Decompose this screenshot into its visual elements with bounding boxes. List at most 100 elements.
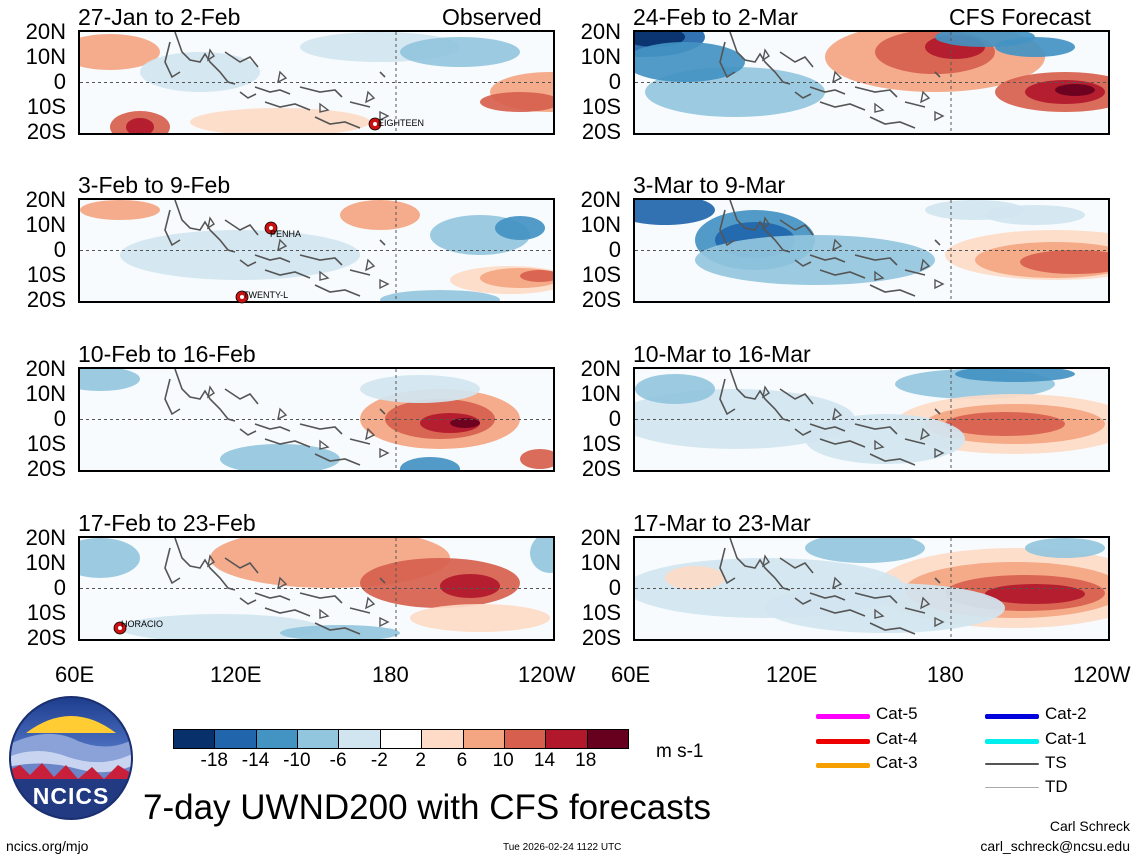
map-panel-forecast-4 xyxy=(633,536,1110,641)
lat-label: 10N xyxy=(25,550,66,575)
lat-label: 10S xyxy=(26,94,66,119)
lon-label-60e-left: 60E xyxy=(55,662,95,687)
legend-label-cat-2: Cat-2 xyxy=(1045,704,1087,723)
map-panel-observed-2 xyxy=(78,198,555,303)
panel-title-4: 17-Feb to 23-Feb xyxy=(78,510,256,536)
lat-label: 10N xyxy=(25,212,66,237)
field-contour xyxy=(380,290,500,301)
lon-label-120e-left: 120E xyxy=(210,662,262,687)
lat-label: 20S xyxy=(26,287,66,312)
field-shading xyxy=(80,369,553,470)
field-contour xyxy=(400,37,520,67)
lat-label: 20N xyxy=(25,525,66,550)
lat-label: 20S xyxy=(26,625,66,650)
colorbar-tick-label: 6 xyxy=(456,750,468,771)
panel-title-2: 3-Feb to 9-Feb xyxy=(78,172,231,198)
field-contour xyxy=(410,604,550,632)
field-shading xyxy=(80,538,553,639)
colorbar-swatch xyxy=(587,730,628,748)
islands xyxy=(761,48,945,122)
field-shading xyxy=(635,538,1108,639)
field-contour xyxy=(80,34,160,70)
legend-label-cat-4: Cat-4 xyxy=(876,729,918,748)
colorbar-swatch xyxy=(256,730,299,748)
field-contour xyxy=(665,566,725,590)
map-panel-forecast-1 xyxy=(633,30,1110,135)
lat-label: 0 xyxy=(53,575,66,600)
colorbar-swatch xyxy=(463,730,505,748)
legend-line-cat-1 xyxy=(985,739,1039,744)
logo-text: NCICS xyxy=(32,783,110,809)
map-panel-forecast-2 xyxy=(633,198,1110,303)
field-contour xyxy=(440,574,500,598)
colorbar-tick-label: 18 xyxy=(575,750,597,771)
colorbar-swatch xyxy=(504,730,547,748)
lat-label: 20N xyxy=(580,356,621,381)
lat-label: 10N xyxy=(580,381,621,406)
lat-label: 20S xyxy=(581,625,621,650)
field-contour xyxy=(520,270,553,282)
lat-label: 10N xyxy=(580,550,621,575)
legend-label-cat-1: Cat-1 xyxy=(1045,729,1087,748)
field-contour xyxy=(120,614,320,639)
field-contour xyxy=(1055,84,1095,96)
islands xyxy=(761,385,945,459)
field-contour xyxy=(495,216,545,240)
coastline xyxy=(719,200,941,297)
colorbar-swatch xyxy=(546,730,588,748)
lat-label: 10S xyxy=(26,262,66,287)
lat-label: 20S xyxy=(581,119,621,144)
lat-label: 20N xyxy=(580,187,621,212)
legend-line-cat-5 xyxy=(816,714,870,719)
lat-label: 10N xyxy=(25,381,66,406)
lat-label: 10S xyxy=(581,262,621,287)
colorbar-tick-label: -14 xyxy=(241,750,270,771)
field-contour xyxy=(140,52,260,92)
islands xyxy=(761,554,945,628)
lat-label: 0 xyxy=(53,406,66,431)
field-contour xyxy=(530,538,553,573)
legend-label-ts: TS xyxy=(1045,753,1067,772)
legend-line-ts xyxy=(985,763,1039,765)
storm-label-twenty-l: TWENTY-L xyxy=(243,290,289,300)
legend-label-cat-5: Cat-5 xyxy=(876,704,918,723)
islands xyxy=(206,216,390,290)
lon-label-180-right: 180 xyxy=(927,662,964,687)
colorbar-tick-label: -2 xyxy=(370,750,388,771)
map-panel-observed-4 xyxy=(78,536,555,641)
coastline xyxy=(719,538,941,635)
footer-timestamp: Tue 2026-02-24 1122 UTC xyxy=(503,842,622,853)
field-contour xyxy=(955,369,1075,382)
colorbar-tick-label: 10 xyxy=(492,750,514,771)
legend-label-td: TD xyxy=(1045,777,1068,796)
field-contour xyxy=(985,205,1085,225)
field-contour xyxy=(80,200,160,220)
field-contour xyxy=(80,369,140,391)
islands xyxy=(206,554,390,628)
field-shading xyxy=(80,32,553,133)
field-contour xyxy=(450,418,480,428)
panel-title-8: 17-Mar to 23-Mar xyxy=(633,510,811,536)
lon-label-180-left: 180 xyxy=(372,662,409,687)
field-contour xyxy=(635,200,715,225)
colorbar-swatch xyxy=(422,730,464,748)
field-contour xyxy=(220,444,340,470)
colorbar-units: m s-1 xyxy=(656,741,704,762)
map-panel-observed-3 xyxy=(78,367,555,472)
colorbar-swatch xyxy=(339,730,381,748)
lat-label: 0 xyxy=(608,575,621,600)
map-panel-forecast-3 xyxy=(633,367,1110,472)
lat-label: 20N xyxy=(25,19,66,44)
panel-title-1: 27-Jan to 2-Feb xyxy=(78,4,241,30)
lat-label: 20N xyxy=(580,19,621,44)
field-contour xyxy=(120,230,360,280)
header-observed: Observed xyxy=(442,4,542,30)
colorbar-tick-label: -18 xyxy=(200,750,228,771)
lat-label: 10S xyxy=(581,94,621,119)
storm-marker xyxy=(235,290,249,309)
storm-label-eighteen: EIGHTEEN xyxy=(378,118,425,128)
field-contour xyxy=(520,449,553,469)
field-contour xyxy=(635,42,745,82)
field-contour xyxy=(1020,250,1108,274)
colorbar-swatch xyxy=(215,730,257,748)
